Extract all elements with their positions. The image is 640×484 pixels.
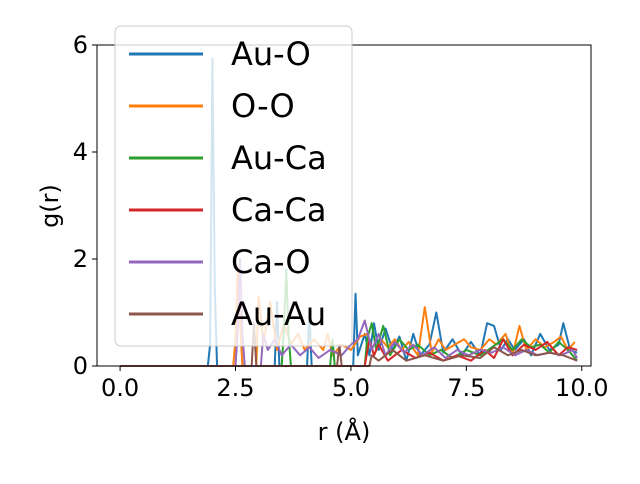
legend-label-au-ca: Au-Ca bbox=[231, 139, 327, 177]
y-axis-ticks: 0 2 4 6 bbox=[73, 31, 97, 380]
legend-label-au-o: Au-O bbox=[231, 35, 311, 73]
y-tick-label: 4 bbox=[73, 138, 88, 166]
y-axis-label: g(r) bbox=[36, 184, 64, 228]
legend-label-ca-ca: Ca-Ca bbox=[231, 191, 326, 229]
legend-label-au-au: Au-Au bbox=[231, 295, 326, 333]
y-tick-label: 0 bbox=[73, 352, 88, 380]
x-axis-label: r (Å) bbox=[318, 417, 371, 446]
x-tick-label: 7.5 bbox=[447, 374, 485, 402]
y-tick-label: 2 bbox=[73, 245, 88, 273]
legend: Au-O O-O Au-Ca Ca-Ca Ca-O Au-Au bbox=[114, 25, 353, 347]
x-tick-label: 2.5 bbox=[216, 374, 254, 402]
x-tick-label: 10.0 bbox=[555, 374, 608, 402]
x-tick-label: 0.0 bbox=[101, 374, 139, 402]
x-axis-ticks: 0.0 2.5 5.0 7.5 10.0 bbox=[101, 366, 608, 402]
y-tick-label: 6 bbox=[73, 31, 88, 59]
series-line-ca-ca bbox=[120, 338, 578, 367]
legend-label-o-o: O-O bbox=[231, 87, 295, 125]
x-tick-label: 5.0 bbox=[332, 374, 370, 402]
legend-label-ca-o: Ca-O bbox=[231, 243, 311, 281]
legend-items: Au-O O-O Au-Ca Ca-Ca Ca-O Au-Au bbox=[129, 35, 327, 333]
